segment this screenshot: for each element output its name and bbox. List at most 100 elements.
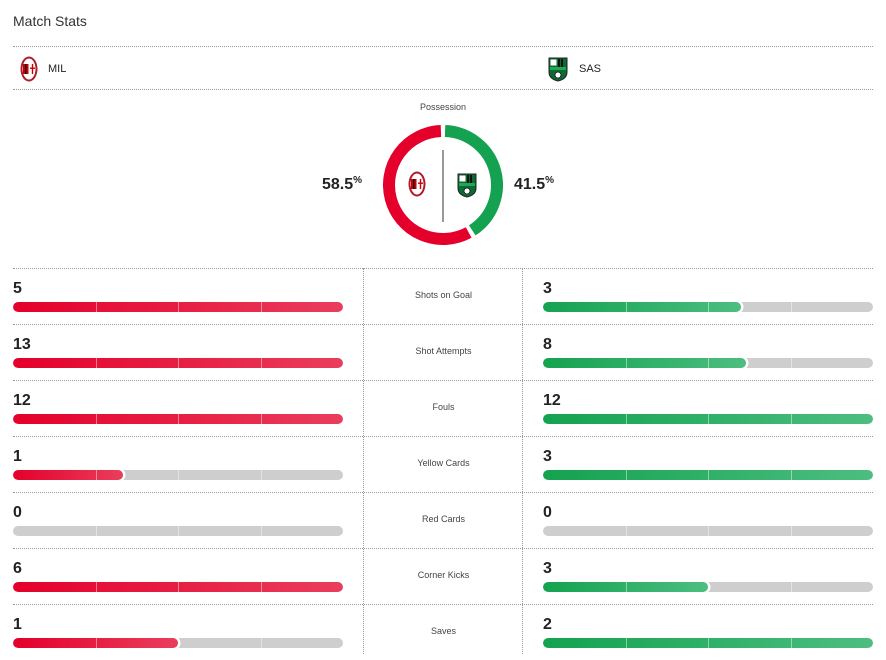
bar-segment-divider: [260, 582, 262, 592]
bar-segment-divider: [178, 470, 179, 480]
sassuolo-crest-icon: [457, 173, 477, 198]
divider: [13, 46, 873, 47]
home-stat-value: 6: [13, 560, 22, 577]
home-stat-bar-fill: [13, 582, 343, 592]
bar-segment-divider: [95, 638, 97, 648]
away-stat-value: 3: [543, 560, 552, 577]
away-stat-value: 8: [543, 336, 552, 353]
bar-segment-divider: [790, 302, 792, 312]
ac-milan-crest-icon: [408, 171, 426, 197]
bar-segment-divider: [708, 526, 709, 536]
stat-label: Red Cards: [421, 514, 466, 524]
home-stat-value: 5: [13, 280, 22, 297]
bar-segment-divider: [95, 302, 97, 312]
bar-segment-divider: [790, 526, 792, 536]
away-stat-value: 2: [543, 616, 552, 633]
bar-segment-divider: [178, 358, 179, 368]
stat-row: 13 Shot Attempts 8: [13, 324, 873, 380]
bar-segment-divider: [95, 414, 97, 424]
away-stat-value: 12: [543, 392, 561, 409]
home-stat-bar: [13, 358, 343, 368]
away-stat-bar: [543, 638, 873, 648]
row-divider: [13, 492, 873, 493]
bar-segment-divider: [178, 526, 179, 536]
bar-segment-divider: [95, 470, 97, 480]
row-divider: [13, 380, 873, 381]
bar-segment-divider: [260, 302, 262, 312]
bar-segment-divider: [708, 470, 709, 480]
home-stat-value: 12: [13, 392, 31, 409]
home-team-header: MIL: [20, 55, 66, 83]
bar-segment-divider: [260, 526, 262, 536]
bar-segment-divider: [708, 302, 709, 312]
sassuolo-crest-icon: [548, 57, 568, 82]
away-stat-bar: [543, 302, 873, 312]
bar-segment-divider: [625, 358, 627, 368]
away-possession-value: 41.5%: [514, 175, 555, 193]
row-divider: [13, 268, 873, 269]
home-stat-bar: [13, 470, 343, 480]
bar-segment-divider: [625, 582, 627, 592]
bar-segment-divider: [708, 358, 709, 368]
away-stat-value: 3: [543, 448, 552, 465]
stat-label: Shot Attempts: [415, 346, 472, 356]
stat-row: 12 Fouls 12: [13, 380, 873, 436]
away-stat-bar-fill: [543, 638, 873, 648]
bar-segment-divider: [625, 302, 627, 312]
away-stat-bar: [543, 470, 873, 480]
away-stat-bar: [543, 414, 873, 424]
home-stat-bar-fill: [13, 302, 343, 312]
home-stat-bar-fill: [13, 638, 178, 648]
bar-segment-divider: [708, 414, 709, 424]
page-title: Match Stats: [13, 13, 87, 29]
away-stat-bar-fill: [543, 582, 708, 592]
home-possession-arc: [383, 125, 472, 245]
bar-segment-divider: [625, 414, 627, 424]
bar-segment-divider: [260, 414, 262, 424]
bar-segment-divider: [178, 414, 179, 424]
away-stat-bar: [543, 358, 873, 368]
column-divider: [363, 268, 364, 654]
away-stat-value: 0: [543, 504, 552, 521]
away-stat-bar: [543, 582, 873, 592]
bar-segment-divider: [708, 582, 709, 592]
away-possession-arc: [444, 125, 503, 236]
home-stat-bar-fill: [13, 414, 343, 424]
home-stat-bar-fill: [13, 470, 123, 480]
stat-label: Fouls: [432, 402, 455, 412]
bar-segment-divider: [625, 470, 627, 480]
home-stat-bar: [13, 582, 343, 592]
home-possession-value: 58.5%: [322, 175, 363, 193]
home-stat-bar: [13, 302, 343, 312]
bar-segment-divider: [95, 358, 97, 368]
away-team-abbr: SAS: [579, 63, 602, 75]
bar-segment-divider: [95, 582, 97, 592]
bar-segment-divider: [178, 638, 179, 648]
row-divider: [13, 324, 873, 325]
bar-segment-divider: [260, 638, 262, 648]
divider: [13, 89, 873, 90]
stat-label: Shots on Goal: [414, 290, 473, 300]
bar-segment-divider: [790, 414, 792, 424]
away-team-header: SAS: [547, 55, 601, 83]
stat-row: 1 Saves 2: [13, 604, 873, 660]
bar-segment-divider: [790, 470, 792, 480]
away-stat-bar-fill: [543, 414, 873, 424]
stat-label: Corner Kicks: [417, 570, 470, 580]
home-stat-bar-fill: [13, 358, 343, 368]
away-stat-bar-fill: [543, 470, 873, 480]
bar-segment-divider: [178, 582, 179, 592]
home-team-abbr: MIL: [48, 63, 67, 75]
ac-milan-crest-icon: [20, 56, 38, 82]
bar-segment-divider: [260, 470, 262, 480]
home-stat-value: 0: [13, 504, 22, 521]
stat-row: 0 Red Cards 0: [13, 492, 873, 548]
stat-row: 5 Shots on Goal 3: [13, 268, 873, 324]
away-stat-bar-fill: [543, 302, 741, 312]
away-stat-value: 3: [543, 280, 552, 297]
stat-label: Saves: [430, 626, 456, 636]
possession-donut: [383, 125, 503, 245]
bar-segment-divider: [260, 358, 262, 368]
bar-segment-divider: [790, 638, 792, 648]
home-stat-value: 1: [13, 448, 22, 465]
